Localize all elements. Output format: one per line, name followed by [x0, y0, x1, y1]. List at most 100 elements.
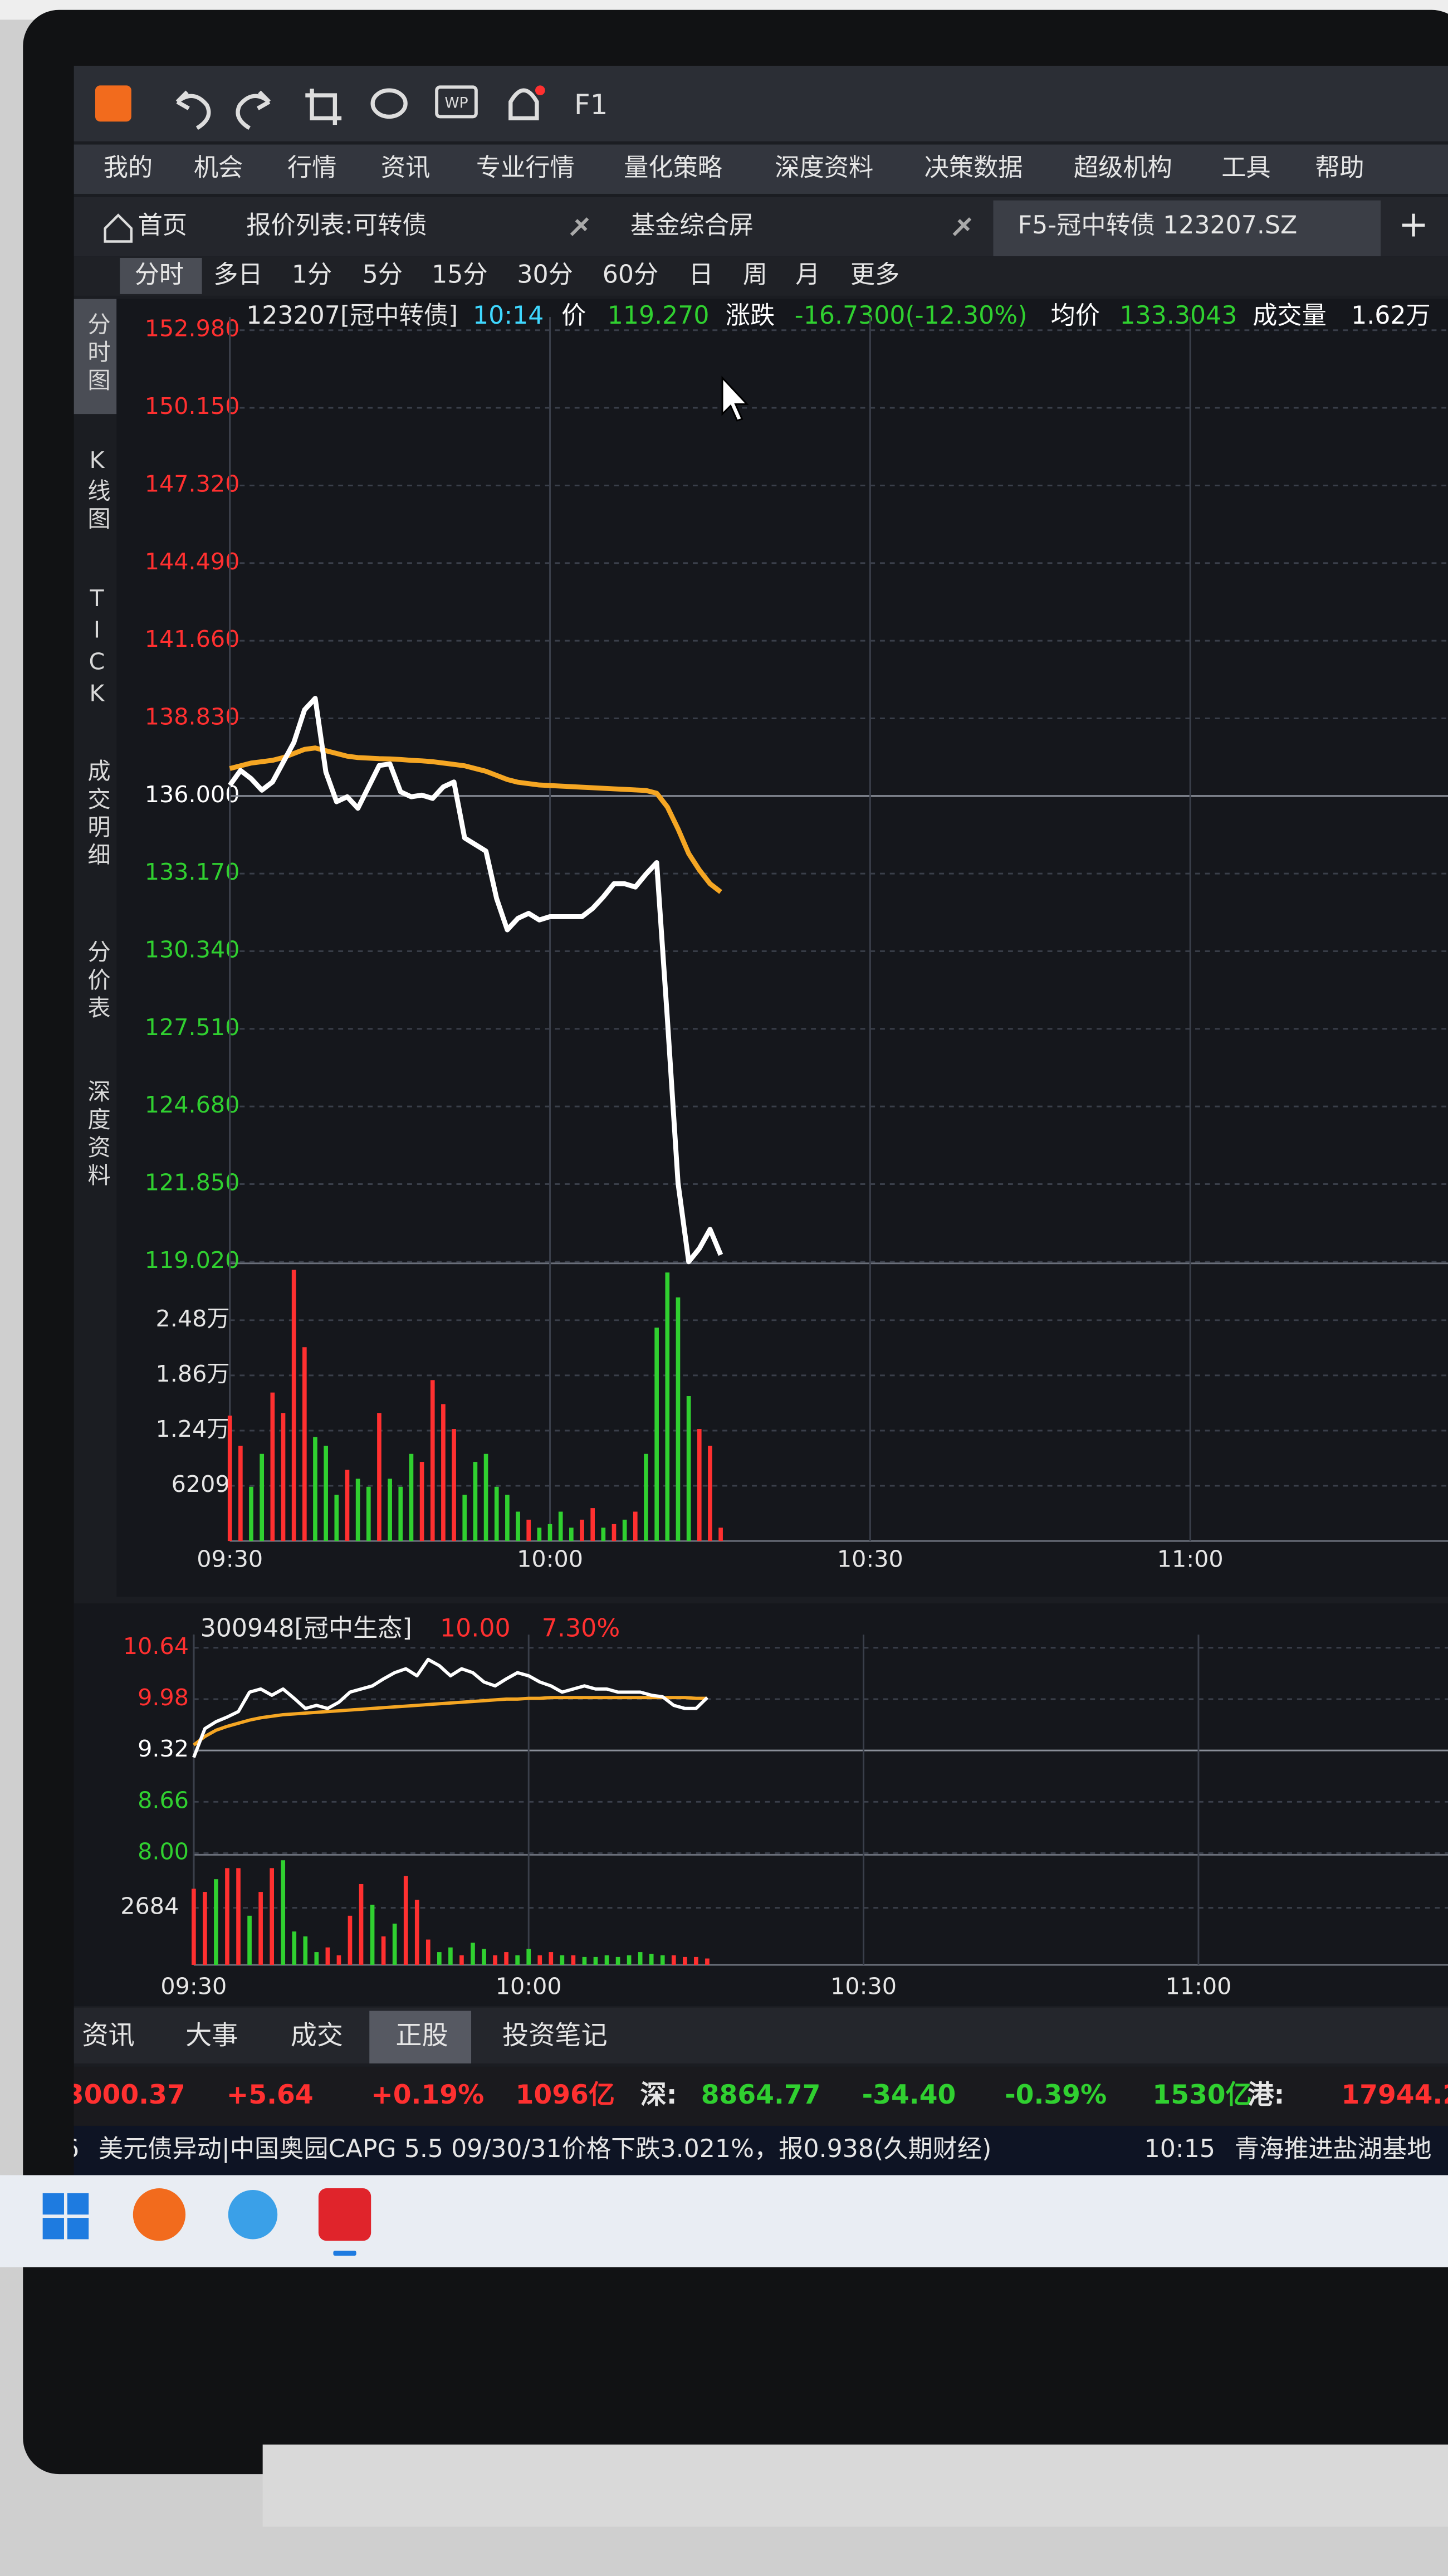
menu-item[interactable]: 行情: [287, 154, 336, 182]
volume-bar: [601, 1528, 606, 1541]
period-option[interactable]: 1分: [292, 260, 332, 289]
pin-icon[interactable]: [952, 217, 972, 236]
period-option[interactable]: 更多: [850, 260, 899, 289]
volume-bar: [270, 1392, 275, 1541]
menu-item[interactable]: 资讯: [381, 154, 430, 182]
average-line: [193, 1696, 707, 1746]
taskbar-app[interactable]: [318, 2188, 371, 2241]
volume-bar: [718, 1528, 723, 1541]
taskbar-app[interactable]: [228, 2189, 278, 2240]
menu-item[interactable]: 量化策略: [624, 154, 722, 182]
side-tab[interactable]: 分价表: [84, 940, 110, 1023]
volume-bar: [558, 1511, 563, 1541]
volume-bar: [537, 1528, 542, 1541]
menu-item[interactable]: 机会: [194, 154, 243, 182]
side-tab[interactable]: 深度资料: [84, 1079, 110, 1191]
volume-bar: [270, 1868, 274, 1965]
menu-item[interactable]: 超级机构: [1074, 154, 1172, 182]
tab[interactable]: 首页: [138, 211, 187, 240]
period-option[interactable]: 30分: [517, 260, 573, 289]
menu-item[interactable]: 我的: [104, 154, 153, 182]
volume-bar: [627, 1955, 632, 1965]
side-tab[interactable]: K线图: [84, 447, 110, 534]
y-tick-label: 10.64: [123, 1633, 189, 1660]
pin-icon[interactable]: [570, 217, 589, 236]
tab[interactable]: 基金综合屏: [630, 211, 754, 240]
tab[interactable]: F5-冠中转债 123207.SZ: [1018, 211, 1298, 240]
news-item[interactable]: 美元债异动|中国奥园CAPG 5.5 09/30/31价格下跌3.021%，报0…: [99, 2135, 992, 2163]
wp-icon[interactable]: [435, 85, 478, 119]
start-tile: [42, 2218, 64, 2240]
bottom-tab[interactable]: 资讯: [82, 2021, 134, 2051]
volume-bar: [291, 1270, 296, 1541]
volume-bar: [430, 1380, 435, 1541]
app-logo[interactable]: [95, 85, 131, 122]
volume-bar: [516, 1511, 520, 1541]
menu-item[interactable]: 决策数据: [924, 154, 1023, 182]
mouse-cursor: [721, 375, 749, 422]
active-tab[interactable]: [993, 200, 1381, 257]
volume-bar: [593, 1957, 598, 1965]
y-tick-label: 141.660: [145, 626, 240, 652]
y-tick-label: 150.150: [145, 393, 240, 419]
volume-bar: [493, 1955, 497, 1965]
volume-bar: [473, 1462, 478, 1541]
index-quote: 3000.37: [66, 2080, 185, 2110]
undo-icon[interactable]: [175, 90, 211, 130]
bottom-tab[interactable]: 大事: [185, 2021, 238, 2051]
period-option[interactable]: 15分: [432, 260, 487, 289]
volume-bar: [366, 1486, 371, 1541]
tab[interactable]: 报价列表:可转债: [246, 211, 427, 240]
home-icon[interactable]: [104, 213, 133, 243]
help-key[interactable]: F1: [574, 88, 608, 121]
active-side-tab[interactable]: [74, 299, 117, 414]
period-option[interactable]: 5分: [363, 260, 403, 289]
side-tab[interactable]: TICK: [84, 585, 110, 711]
tab[interactable]: +: [1398, 204, 1429, 246]
index-quote: -34.40: [862, 2080, 956, 2110]
crop-icon[interactable]: [305, 89, 342, 125]
volume-bar: [409, 1453, 414, 1541]
active-period[interactable]: [120, 257, 202, 294]
news-item[interactable]: 青海推进盐湖基地: [1235, 2135, 1432, 2163]
quote-info: 7.30%: [542, 1614, 620, 1642]
period-option[interactable]: 60分: [603, 260, 658, 289]
chat-icon[interactable]: [370, 88, 408, 119]
volume-bar: [462, 1495, 467, 1541]
x-tick-label: 11:00: [1165, 1973, 1231, 1999]
side-tab[interactable]: 分时图: [84, 312, 110, 396]
menu-item[interactable]: 深度资料: [775, 154, 873, 182]
quote-info: 10.00: [440, 1614, 511, 1642]
volume-bar: [654, 1328, 659, 1541]
period-option[interactable]: 多日: [213, 260, 262, 289]
menu-item[interactable]: 工具: [1221, 154, 1270, 182]
x-tick-label: 10:30: [837, 1546, 903, 1573]
side-tab[interactable]: 成交明细: [84, 759, 110, 871]
period-option[interactable]: 分时: [135, 260, 184, 289]
volume-bar: [336, 1955, 341, 1965]
y-tick-label: 127.510: [145, 1014, 240, 1041]
bottom-tab[interactable]: 成交: [291, 2021, 343, 2051]
chart-title: 123207[冠中转债]: [246, 301, 458, 330]
volume-bar: [633, 1511, 638, 1541]
period-option[interactable]: 周: [743, 260, 767, 289]
bell-icon[interactable]: [508, 88, 539, 121]
menu-item[interactable]: 专业行情: [476, 154, 575, 182]
volume-bar: [705, 1958, 710, 1965]
period-option[interactable]: 月: [795, 260, 820, 289]
bottom-tab[interactable]: 正股: [395, 2021, 448, 2051]
bottom-tab[interactable]: 投资笔记: [502, 2021, 608, 2051]
menu-item[interactable]: 帮助: [1315, 154, 1364, 182]
wp-label[interactable]: WP: [444, 94, 468, 111]
volume-bar: [547, 1524, 552, 1541]
volume-bar: [505, 1495, 510, 1541]
volume-bar: [414, 1900, 419, 1965]
taskbar-app[interactable]: [133, 2188, 186, 2241]
redo-icon[interactable]: [236, 90, 271, 130]
windows-start[interactable]: [42, 2193, 89, 2240]
volume-bar: [281, 1860, 286, 1965]
index-quote: 1530亿: [1152, 2080, 1251, 2110]
period-option[interactable]: 日: [689, 260, 713, 289]
active-bottom-tab[interactable]: [369, 2011, 472, 2063]
